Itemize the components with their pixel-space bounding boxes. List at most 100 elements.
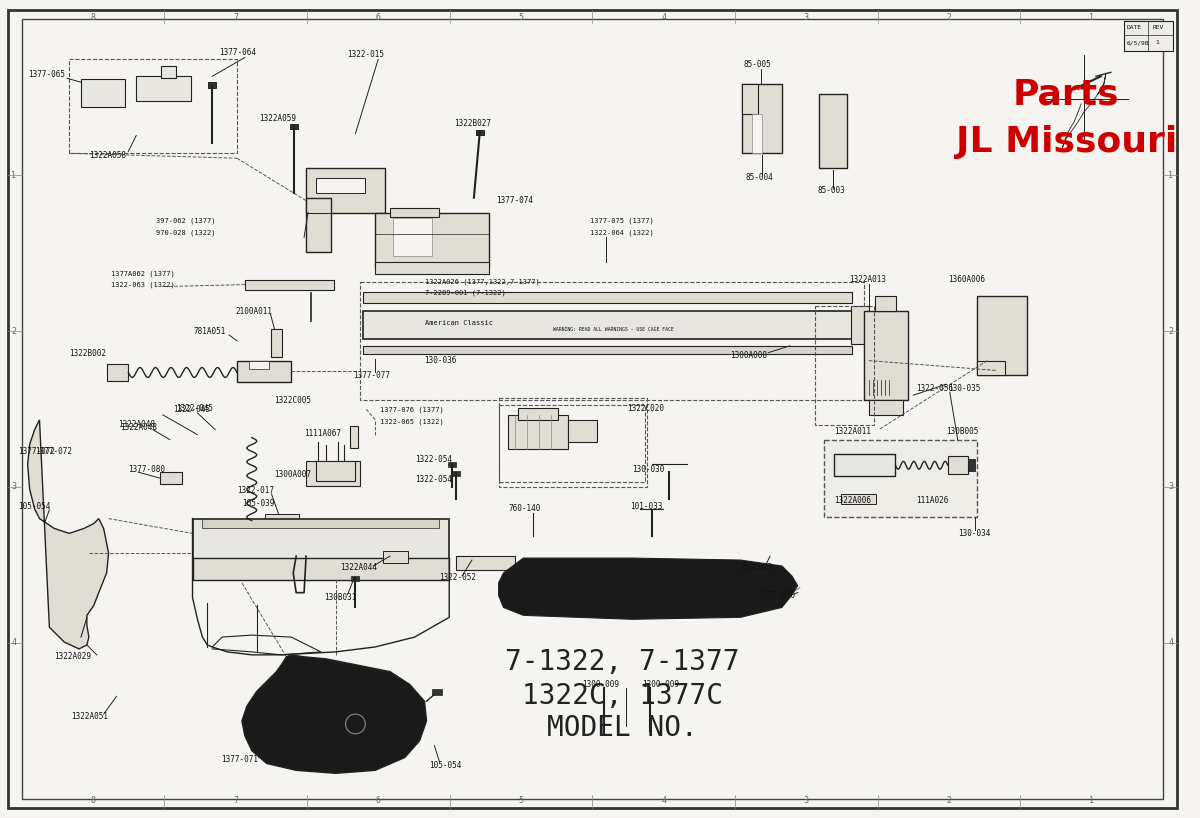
Text: 4: 4 (661, 796, 666, 805)
Text: 1322A058: 1322A058 (89, 151, 126, 160)
Circle shape (301, 319, 320, 339)
Text: 2: 2 (1169, 326, 1174, 335)
Text: 1322-056: 1322-056 (917, 384, 953, 393)
Bar (364, 291, 852, 303)
Text: WARNING: READ ALL WARNINGS - USE CAGE FACE: WARNING: READ ALL WARNINGS - USE CAGE FA… (553, 326, 673, 331)
Circle shape (642, 726, 658, 742)
Bar (743, 84, 758, 114)
Text: 111A026: 111A026 (917, 497, 949, 506)
Circle shape (596, 730, 612, 746)
Text: 1322-065 (1322): 1322-065 (1322) (380, 419, 444, 425)
Bar (743, 84, 782, 153)
Text: 1111A067: 1111A067 (304, 429, 341, 438)
Text: 2100A011: 2100A011 (235, 307, 272, 316)
Text: 1322-045: 1322-045 (175, 403, 212, 412)
Bar (70, 60, 236, 153)
Text: 1360A006: 1360A006 (948, 275, 985, 284)
Text: 1322A048: 1322A048 (120, 423, 157, 432)
Polygon shape (498, 558, 798, 619)
Text: 1322-064 (1322): 1322-064 (1322) (590, 229, 654, 236)
Text: 7: 7 (233, 13, 239, 22)
Text: 130-034: 130-034 (958, 529, 990, 538)
Text: 1322A011: 1322A011 (834, 427, 871, 436)
Bar (1123, 21, 1172, 51)
Text: 1322A059: 1322A059 (259, 115, 295, 124)
Text: 8: 8 (90, 13, 96, 22)
Text: 1: 1 (1169, 170, 1174, 179)
Bar (306, 168, 385, 213)
Bar (498, 398, 647, 487)
Text: 1377A062 (1377): 1377A062 (1377) (110, 271, 174, 277)
Text: 1: 1 (1090, 13, 1094, 22)
Bar (137, 76, 191, 101)
Text: 1322-017: 1322-017 (236, 487, 274, 496)
Text: 1377-065: 1377-065 (28, 70, 65, 79)
Text: 6: 6 (376, 796, 380, 805)
Bar (978, 296, 1027, 375)
Bar (449, 462, 456, 467)
Bar (245, 280, 334, 290)
Text: 6/5/98: 6/5/98 (1127, 40, 1150, 45)
Text: 130-030: 130-030 (632, 465, 665, 474)
Text: 85-004: 85-004 (745, 173, 773, 182)
Text: 1322-054: 1322-054 (415, 474, 451, 483)
Bar (948, 456, 967, 474)
Text: 5: 5 (518, 796, 523, 805)
Text: 1322A029: 1322A029 (54, 652, 91, 661)
Bar (392, 218, 432, 256)
Circle shape (76, 637, 85, 647)
Circle shape (527, 532, 540, 546)
Text: 1300A007: 1300A007 (275, 470, 312, 479)
Text: MODEL NO.: MODEL NO. (547, 714, 697, 742)
Text: 7-2289-001 (7-1322): 7-2289-001 (7-1322) (425, 290, 505, 296)
Text: 85-003: 85-003 (817, 187, 845, 196)
Text: American Classic: American Classic (425, 320, 492, 326)
Bar (192, 519, 449, 560)
Text: 1322B002: 1322B002 (70, 349, 106, 358)
Text: 1322-063 (1322): 1322-063 (1322) (110, 281, 174, 288)
Text: 1300-009: 1300-009 (642, 680, 679, 689)
Text: 1377-071: 1377-071 (221, 755, 258, 764)
Text: 1377-077: 1377-077 (354, 371, 390, 380)
Bar (509, 415, 568, 449)
Text: 1377-072: 1377-072 (36, 447, 72, 456)
Polygon shape (28, 420, 109, 649)
Bar (203, 519, 439, 528)
Bar (107, 363, 128, 381)
Bar (290, 124, 298, 128)
Bar (192, 558, 449, 580)
Bar (390, 208, 439, 218)
Text: 7-1322, 7-1377: 7-1322, 7-1377 (505, 648, 739, 676)
Text: 1322A048: 1322A048 (119, 420, 156, 429)
Bar (161, 66, 175, 79)
Text: 105-054: 105-054 (18, 502, 50, 511)
Bar (518, 408, 558, 420)
Text: 1322A006: 1322A006 (834, 497, 871, 506)
Bar (851, 306, 869, 344)
Text: 1377-064: 1377-064 (220, 48, 256, 57)
Text: 4: 4 (1169, 639, 1174, 648)
Text: 7: 7 (233, 796, 239, 805)
Text: 1322A013: 1322A013 (850, 275, 886, 284)
Text: 4: 4 (661, 13, 666, 22)
Circle shape (365, 293, 376, 303)
Text: 1322A044: 1322A044 (341, 564, 378, 573)
Text: Parts: Parts (1013, 77, 1120, 111)
Bar (978, 361, 1006, 375)
Text: 760-140: 760-140 (509, 504, 541, 513)
Text: 1: 1 (1090, 796, 1094, 805)
Text: 1377-076 (1377): 1377-076 (1377) (380, 407, 444, 413)
Text: 85-005: 85-005 (744, 60, 772, 69)
Bar (376, 213, 488, 267)
Bar (568, 420, 598, 442)
Bar (316, 178, 365, 193)
Bar (360, 281, 864, 400)
Bar (841, 494, 876, 504)
Text: 1377-074: 1377-074 (496, 196, 533, 205)
Bar (815, 306, 874, 425)
Text: 6: 6 (376, 13, 380, 22)
Text: 781A051: 781A051 (193, 326, 226, 335)
Bar (306, 461, 360, 486)
Text: 1322C005: 1322C005 (275, 396, 312, 405)
Text: 1322-054: 1322-054 (415, 455, 451, 464)
